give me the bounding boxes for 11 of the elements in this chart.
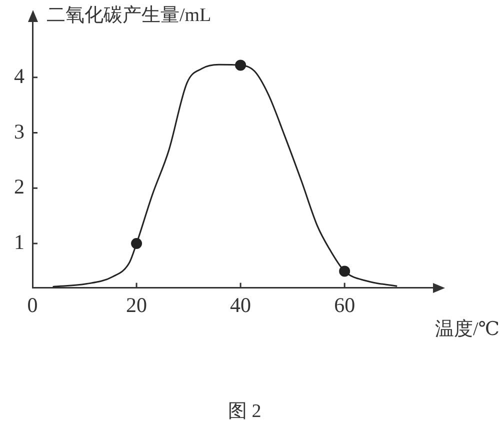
x-tick-label: 20	[126, 292, 148, 317]
x-tick-label: 0	[27, 292, 38, 317]
x-tick-label: 40	[230, 292, 252, 317]
x-axis-title: 温度/℃	[435, 318, 500, 342]
y-axis-title: 二氧化碳产生量/mL	[46, 4, 212, 28]
y-tick-label: 3	[14, 119, 24, 144]
y-tick-label: 1	[14, 230, 24, 254]
caption: 图 2	[228, 400, 262, 424]
x-tick-label: 60	[334, 292, 356, 317]
y-tick-label: 2	[14, 174, 24, 199]
y-tick-label: 4	[14, 64, 25, 88]
